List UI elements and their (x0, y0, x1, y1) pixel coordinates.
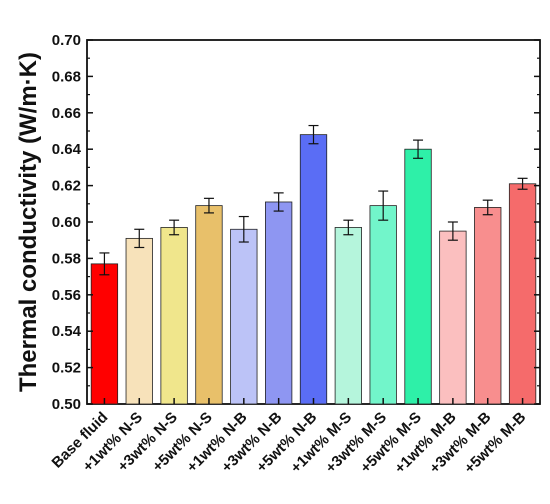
y-tick-label: 0.52 (52, 360, 81, 377)
y-tick-label: 0.60 (52, 214, 81, 231)
bar (160, 227, 188, 405)
bar (230, 228, 258, 405)
bar (334, 227, 362, 405)
y-axis-title: Thermal conductivity (W/m·K) (15, 52, 42, 392)
y-tick-label: 0.66 (52, 105, 81, 122)
y-axis: 0.50 0.52 0.54 0.56 0.58 0.60 0.62 0.64 0.66 0.68… (52, 32, 540, 413)
y-tick-label: 0.54 (52, 323, 82, 340)
bars-group (90, 134, 537, 405)
x-axis: Base fluid+1wt% N-S+3wt% N-S+5wt% N-S+1w… (49, 398, 530, 477)
bar (125, 237, 153, 405)
bar (299, 134, 328, 405)
error-bars-group (99, 124, 528, 276)
y-tick-label: 0.64 (52, 141, 82, 158)
y-tick-label: 0.56 (52, 287, 81, 304)
y-tick-label: 0.68 (52, 68, 81, 85)
y-tick-label: 0.70 (52, 32, 81, 49)
bar (265, 201, 293, 405)
bar (195, 205, 223, 405)
y-tick-label: 0.50 (52, 396, 81, 413)
y-tick-label: 0.58 (52, 250, 81, 267)
bar (508, 183, 537, 405)
y-tick-label: 0.62 (52, 178, 81, 195)
bar (90, 263, 119, 405)
bar (369, 205, 397, 405)
bar (404, 148, 432, 405)
bar (439, 230, 467, 405)
bar (474, 207, 502, 405)
